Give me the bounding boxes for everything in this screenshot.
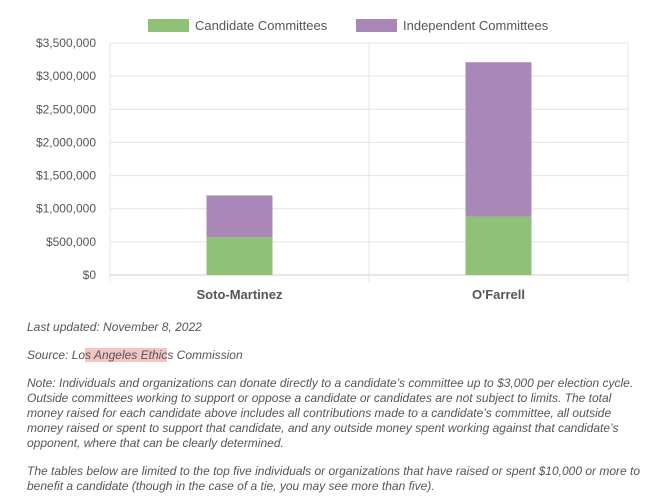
- x-tick-label: O'Farrell: [472, 287, 525, 302]
- y-tick-label: $1,500,000: [36, 169, 96, 183]
- y-tick-label: $1,000,000: [36, 202, 96, 216]
- legend-swatch[interactable]: [148, 19, 189, 32]
- y-axis: $0 $500,000 $1,000,000 $1,500,000 $2,000,000…: [36, 36, 96, 282]
- y-tick-label: $2,500,000: [36, 102, 96, 116]
- bar-candidate-committees[interactable]: [465, 216, 532, 275]
- bar-candidate-committees[interactable]: [206, 237, 273, 275]
- legend-swatch[interactable]: [356, 19, 397, 32]
- y-tick-label: $500,000: [46, 235, 96, 249]
- legend-label[interactable]: Candidate Committees: [195, 18, 328, 33]
- source-highlight: s Angeles Ethic: [85, 348, 168, 362]
- y-tick-label: $3,000,000: [36, 69, 96, 83]
- y-tick-label: $3,500,000: [36, 36, 96, 50]
- bar-independent-committees[interactable]: [206, 195, 273, 238]
- note-text: Note: Individuals and organizations can …: [27, 376, 634, 450]
- chart-notes: Last updated: November 8, 2022 Source: L…: [27, 320, 642, 500]
- tables-note: The tables below are limited to the top …: [27, 464, 641, 493]
- x-axis: Soto-Martinez O'Farrell: [197, 287, 525, 302]
- chart-legend: Candidate Committees Independent Committe…: [148, 18, 549, 33]
- y-tick-label: $0: [83, 268, 97, 282]
- x-tick-label: Soto-Martinez: [197, 287, 283, 302]
- chart-grid: [109, 42, 629, 282]
- legend-label[interactable]: Independent Committees: [403, 18, 549, 33]
- source-line: Source: Los Angeles Ethics Commission: [27, 348, 642, 363]
- source-suffix: s Commission: [167, 348, 243, 362]
- bar-independent-committees[interactable]: [465, 62, 532, 217]
- source-prefix: Source: Lo: [27, 348, 86, 362]
- y-tick-label: $2,000,000: [36, 135, 96, 149]
- last-updated: Last updated: November 8, 2022: [27, 320, 202, 334]
- chart-bars: [206, 62, 532, 275]
- stacked-bar-chart: $0 $500,000 $1,000,000 $1,500,000 $2,000,000…: [36, 18, 629, 302]
